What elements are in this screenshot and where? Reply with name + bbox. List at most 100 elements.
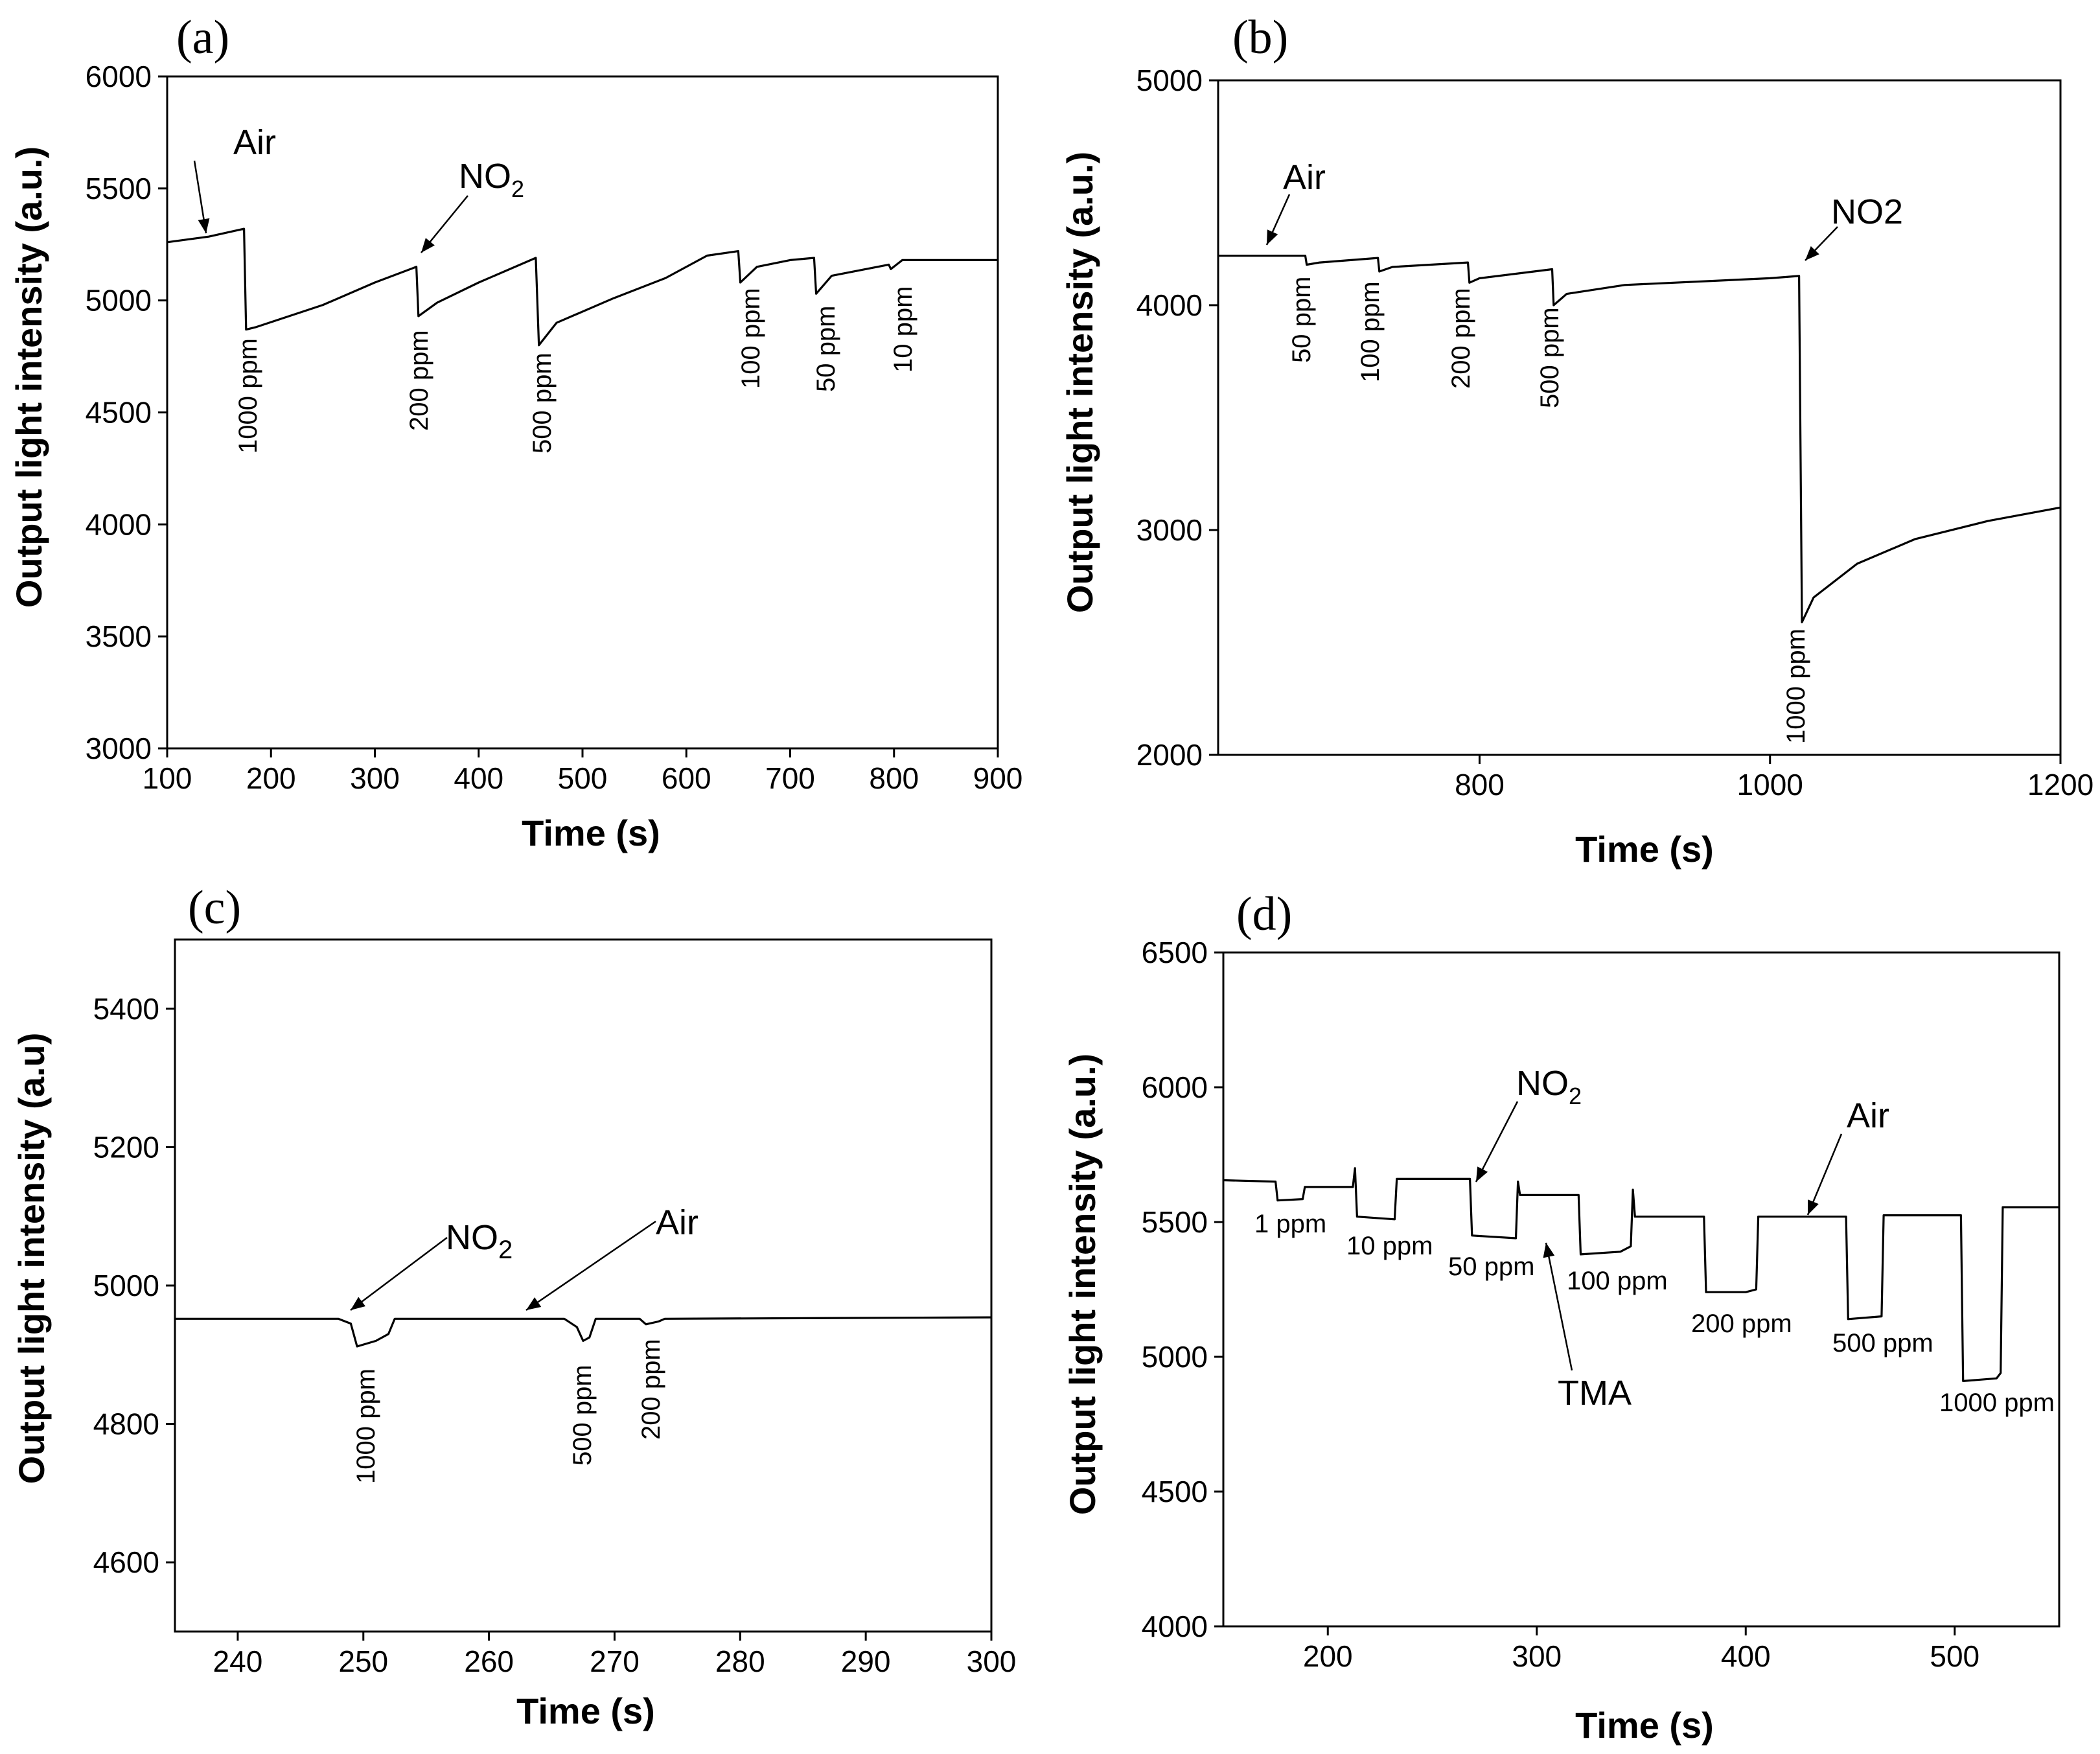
panel-c-conc-500: 500 ppm [568, 1365, 597, 1466]
y-tick-label-c: 4600 [93, 1545, 159, 1579]
panel-d-conc-50: 50 ppm [1448, 1252, 1534, 1281]
plot-d: 200 300 400 500 4000 4500 5000 5500 6000 6500 [1142, 936, 2060, 1673]
y-tick-label-b: 4000 [1137, 288, 1203, 322]
panel-d-tma-label: TMA [1558, 1374, 1632, 1413]
panel-a-conc-10: 10 ppm [889, 286, 917, 373]
x-tick-label-d: 500 [1930, 1639, 1979, 1673]
panel-d: (d) Time (s) Output light intensity (a.u… [1062, 888, 2055, 1746]
panel-d-ylabel: Output light intensity (a.u.) [1062, 1054, 1103, 1515]
annotation-arrowhead-a [421, 238, 435, 253]
panel-b-conc-100: 100 ppm [1356, 281, 1385, 382]
x-tick-label-c: 260 [464, 1644, 514, 1678]
panel-b-ylabel: Output light intensity (a.u.) [1059, 152, 1100, 613]
panel-d-no2-label: NO2 [1516, 1064, 1582, 1109]
x-tick-label-c: 270 [590, 1644, 640, 1678]
x-tick-label-a: 500 [558, 761, 608, 795]
y-tick-label-b: 2000 [1137, 738, 1203, 772]
y-tick-label-a: 4500 [86, 396, 152, 430]
y-tick-label-c: 5000 [93, 1269, 159, 1302]
x-tick-label-a: 100 [143, 761, 192, 795]
x-tick-label-c: 300 [967, 1644, 1017, 1678]
panel-b-conc-500: 500 ppm [1536, 307, 1564, 408]
plot-a: 100 200 300 400 500 600 700 800 900 3000 3500 4000 4… [86, 60, 1023, 795]
y-tick-label-d: 4500 [1142, 1475, 1208, 1508]
y-tick-label-c: 4800 [93, 1407, 159, 1441]
y-tick-label-a: 3500 [86, 619, 152, 653]
x-tick-label-a: 400 [454, 761, 503, 795]
panel-d-conc-500: 500 ppm [1832, 1329, 1933, 1357]
y-tick-label-d: 4000 [1142, 1610, 1208, 1643]
panel-a: (a) Time (s) Output light intensity (a.u… [8, 11, 917, 853]
plot-frame-a [166, 75, 999, 750]
panel-a-conc-50: 50 ppm [812, 306, 840, 392]
panel-b-conc-1000: 1000 ppm [1782, 629, 1810, 744]
y-tick-label-d: 5500 [1142, 1205, 1208, 1239]
x-tick-label-c: 250 [338, 1644, 388, 1678]
annotation-arrow-d [1475, 1101, 1519, 1183]
annotation-arrow-d [1806, 1133, 1843, 1216]
panel-d-label: (d) [1236, 888, 1292, 941]
panel-c-xlabel: Time (s) [516, 1691, 655, 1731]
x-tick-label-c: 240 [213, 1644, 263, 1678]
panel-d-conc-100: 100 ppm [1567, 1267, 1668, 1295]
y-tick-label-b: 5000 [1137, 63, 1203, 97]
y-tick-label-a: 6000 [86, 60, 152, 93]
panel-b-xlabel: Time (s) [1575, 829, 1714, 870]
annotation-arrowhead-c [351, 1297, 365, 1310]
x-tick-label-a: 900 [973, 761, 1023, 795]
panel-a-conc-1000: 1000 ppm [234, 338, 262, 454]
x-tick-label-a: 300 [350, 761, 400, 795]
panel-a-label: (a) [176, 11, 229, 64]
y-tick-label-a: 5500 [86, 172, 152, 205]
y-tick-label-c: 5200 [93, 1130, 159, 1164]
x-tick-label-a: 600 [662, 761, 711, 795]
panel-b-no2-label: NO2 [1831, 192, 1903, 231]
panel-b-air-label: Air [1283, 158, 1326, 197]
annotation-arrow-d [1545, 1242, 1573, 1371]
panel-d-conc-200: 200 ppm [1691, 1310, 1792, 1338]
y-tick-label-a: 4000 [86, 507, 152, 541]
x-tick-label-a: 200 [246, 761, 296, 795]
x-tick-label-b: 1200 [2027, 768, 2094, 802]
y-tick-label-a: 5000 [86, 284, 152, 317]
panel-d-conc-1000: 1000 ppm [1939, 1389, 2055, 1417]
annotation-arrowhead-b [1267, 229, 1278, 245]
y-tick-label-c: 5400 [93, 992, 159, 1026]
plot-frame-b [1217, 79, 2062, 756]
plot-frame-c [174, 938, 993, 1633]
panel-b: (b) Time (s) Output light intensity (a.u… [1059, 11, 1903, 870]
x-tick-label-a: 700 [765, 761, 815, 795]
panel-c-label: (c) [188, 881, 241, 934]
annotation-arrowhead-c [526, 1297, 542, 1310]
panel-c-ylabel: Output light intensity (a.u) [11, 1033, 52, 1484]
annotation-arrowhead-d [1808, 1199, 1819, 1215]
panel-c-no2-label: NO2 [446, 1218, 513, 1264]
panel-b-conc-50: 50 ppm [1287, 277, 1316, 363]
x-tick-label-a: 800 [869, 761, 919, 795]
annotation-arrowhead-b [1805, 246, 1819, 260]
y-tick-label-a: 3000 [86, 732, 152, 765]
panel-d-conc-1: 1 ppm [1254, 1210, 1326, 1238]
y-tick-label-b: 3000 [1137, 513, 1203, 547]
panel-b-label: (b) [1232, 11, 1288, 64]
x-tick-label-b: 1000 [1737, 768, 1803, 802]
series-line-b [1218, 255, 2061, 623]
x-tick-label-c: 280 [715, 1644, 765, 1678]
y-tick-label-d: 6500 [1142, 936, 1208, 969]
panel-c-conc-1000: 1000 ppm [352, 1368, 380, 1484]
panel-a-conc-100: 100 ppm [737, 288, 765, 389]
annotation-arrow-c [350, 1237, 448, 1311]
plot-b: 800 1000 1200 2000 3000 4000 5000 [1137, 63, 2094, 802]
panel-a-conc-500: 500 ppm [528, 352, 557, 454]
panel-c-conc-200: 200 ppm [637, 1339, 665, 1440]
annotation-arrowhead-d [1476, 1166, 1488, 1182]
panel-d-conc-10: 10 ppm [1346, 1232, 1433, 1260]
panel-a-air-label: Air [233, 123, 276, 162]
plot-c: 240 250 260 270 280 290 300 4600 4800 5000 5200 540… [93, 938, 1017, 1678]
panel-a-xlabel: Time (s) [522, 813, 660, 853]
panel-c-air-label: Air [656, 1203, 698, 1242]
x-tick-label-b: 800 [1455, 768, 1505, 802]
series-line-d [1223, 1167, 2059, 1382]
series-line-a [167, 227, 998, 347]
